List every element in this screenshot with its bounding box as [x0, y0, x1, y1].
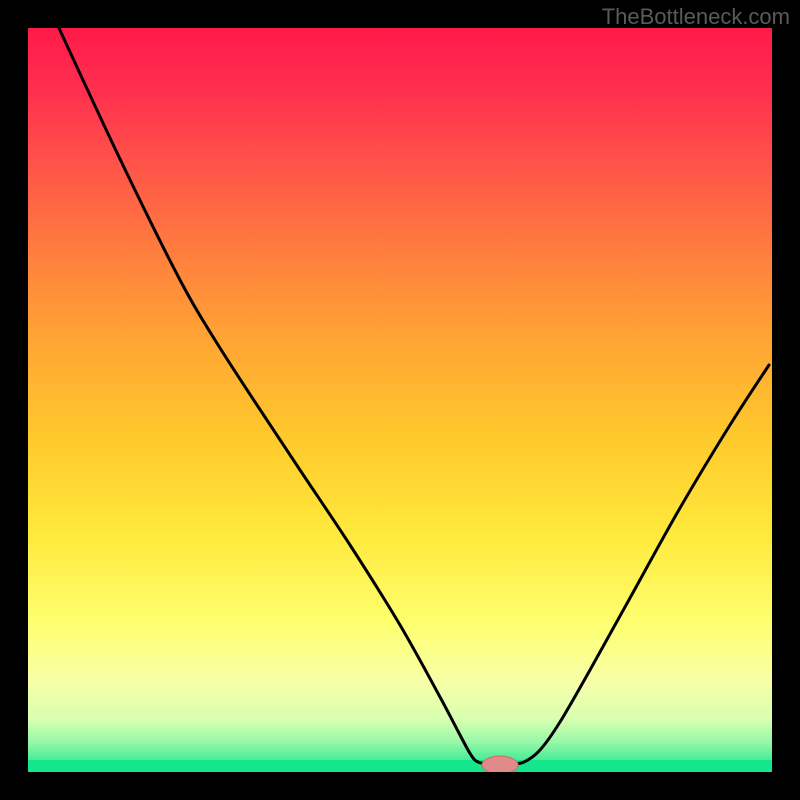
border-right — [772, 0, 800, 800]
border-bottom — [0, 772, 800, 800]
bottom-band — [28, 760, 772, 774]
border-left — [0, 0, 28, 800]
optimal-marker — [482, 756, 518, 774]
watermark-text: TheBottleneck.com — [602, 4, 790, 30]
gradient-background — [28, 28, 772, 772]
chart-container: TheBottleneck.com — [0, 0, 800, 800]
chart-svg — [0, 0, 800, 800]
